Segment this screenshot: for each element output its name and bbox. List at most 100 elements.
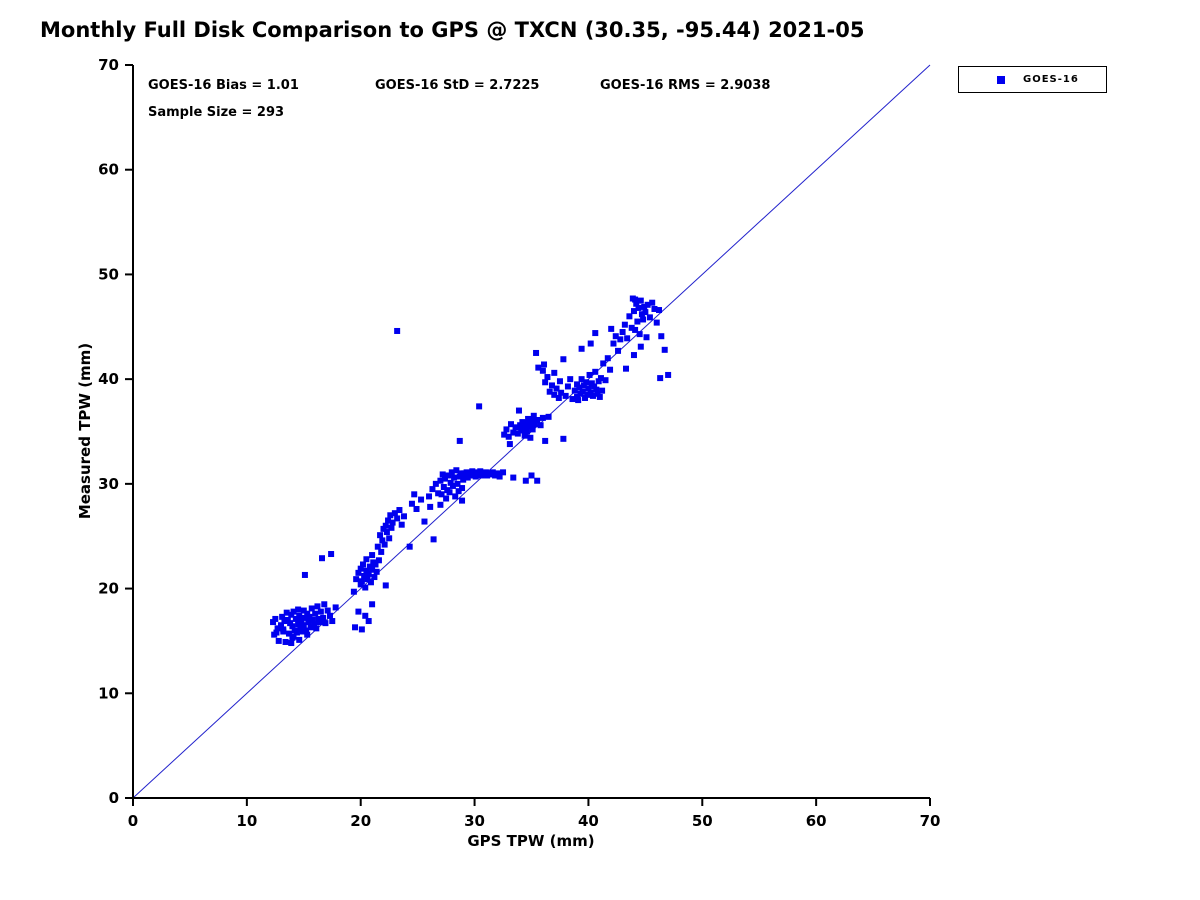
scatter-point (326, 612, 333, 619)
scatter-point (560, 435, 567, 442)
scatter-point (579, 388, 586, 395)
scatter-point (288, 640, 295, 647)
scatter-point (280, 626, 287, 633)
scatter-point (369, 566, 376, 573)
scatter-point (355, 608, 362, 615)
y-tick-label: 40 (98, 370, 119, 388)
scatter-point (546, 388, 553, 395)
scatter-point (435, 490, 442, 497)
scatter-point (553, 385, 560, 392)
scatter-point (580, 382, 587, 389)
scatter-point (602, 377, 609, 384)
scatter-point (438, 491, 445, 498)
scatter-point (635, 304, 642, 311)
scatter-point (439, 471, 446, 478)
scatter-point (551, 391, 558, 398)
scatter-point (545, 413, 552, 420)
scatter-point (542, 379, 549, 386)
scatter-point (638, 311, 645, 318)
scatter-point (295, 621, 302, 628)
scatter-point (534, 416, 541, 423)
legend-series-label: GOES-16 (1023, 74, 1079, 85)
scatter-point (317, 608, 324, 615)
scatter-point (541, 361, 548, 368)
scatter-point (574, 381, 581, 388)
scatter-point (460, 476, 467, 483)
scatter-point (653, 319, 660, 326)
scatter-point (527, 434, 534, 441)
legend-marker-icon (997, 75, 1005, 84)
scatter-point (551, 369, 558, 376)
stat-sample-size: Sample Size = 293 (148, 105, 285, 120)
scatter-point (362, 612, 369, 619)
scatter-point (665, 371, 672, 378)
scatter-point (641, 303, 648, 310)
scatter-point (304, 610, 311, 617)
scatter-point (455, 488, 462, 495)
scatter-point (357, 581, 364, 588)
scatter-point (429, 486, 436, 493)
scatter-point (366, 563, 373, 570)
scatter-point (372, 561, 379, 568)
x-tick-label: 20 (350, 812, 371, 830)
scatter-point (600, 360, 607, 367)
scatter-point (421, 518, 428, 525)
scatter-point (619, 329, 626, 336)
y-tick-label: 20 (98, 580, 119, 598)
scatter-point (591, 383, 598, 390)
scatter-point (531, 421, 538, 428)
scatter-point (437, 477, 444, 484)
scatter-point (350, 588, 357, 595)
scatter-point (592, 368, 599, 375)
scatter-point (583, 379, 590, 386)
scatter-point (510, 429, 517, 436)
scatter-point (387, 512, 394, 519)
y-tick-label: 0 (109, 789, 119, 807)
scatter-point (533, 349, 540, 356)
scatter-point (624, 335, 631, 342)
scatter-point (445, 472, 452, 479)
scatter-point (593, 386, 600, 393)
scatter-point (640, 316, 647, 323)
scatter-point (506, 441, 513, 448)
scatter-point (398, 521, 405, 528)
scatter-point (571, 387, 578, 394)
scatter-point (364, 576, 371, 583)
scatter-point (617, 336, 624, 343)
scatter-point (578, 345, 585, 352)
scatter-point (426, 493, 433, 500)
scatter-point (272, 615, 279, 622)
scatter-point (430, 536, 437, 543)
scatter-point (548, 382, 555, 389)
scatter-point (307, 624, 314, 631)
scatter-point (610, 340, 617, 347)
scatter-point (441, 475, 448, 482)
scatter-point (530, 412, 537, 419)
scatter-point (630, 308, 637, 315)
y-tick-label: 70 (98, 56, 119, 74)
scatter-point (353, 576, 360, 583)
scatter-point (522, 420, 529, 427)
scatter-point (567, 376, 574, 383)
scatter-point (413, 505, 420, 512)
scatter-point (644, 301, 651, 308)
scatter-point (569, 396, 576, 403)
scatter-point (525, 415, 532, 422)
scatter-point (503, 426, 510, 433)
scatter-point (539, 414, 546, 421)
scatter-point (642, 309, 649, 316)
scatter-point (555, 394, 562, 401)
chart-title: Monthly Full Disk Comparison to GPS @ TX… (40, 18, 865, 42)
scatter-point (361, 573, 368, 580)
scatter-point (381, 541, 388, 548)
scatter-point (363, 567, 370, 574)
scatter-point (501, 431, 508, 438)
scatter-point (596, 393, 603, 400)
scatter-point (448, 469, 455, 476)
scatter-point (597, 375, 604, 382)
scatter-point (612, 333, 619, 340)
scatter-point (377, 532, 384, 539)
scatter-point (311, 621, 318, 628)
scatter-point (363, 556, 370, 563)
